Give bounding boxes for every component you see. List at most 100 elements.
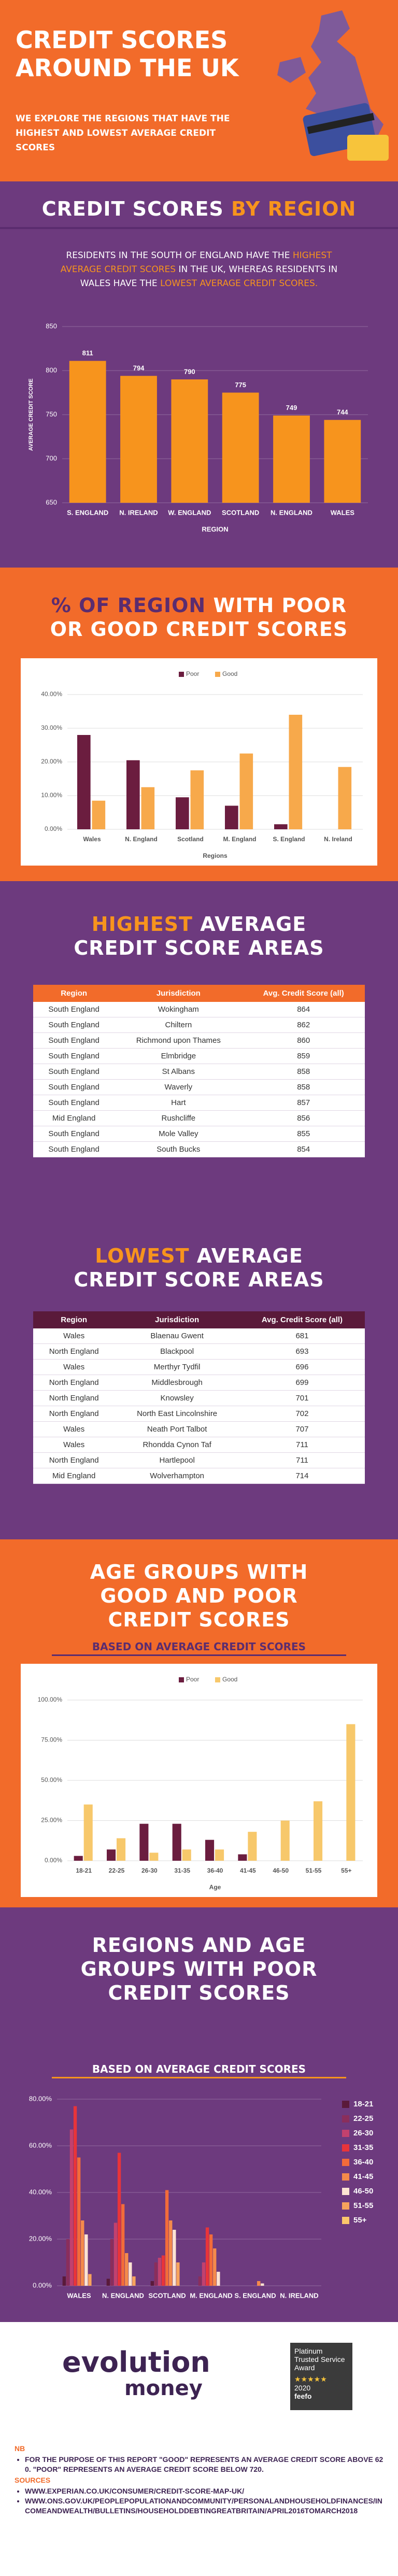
bar <box>158 2258 162 2286</box>
bar <box>289 715 303 829</box>
notes: NB FOR THE PURPOSE OF THIS REPORT "GOOD"… <box>15 2444 383 2517</box>
bar <box>110 2239 114 2286</box>
y-tick-label: 10.00% <box>41 791 62 799</box>
map-illustration <box>277 10 389 161</box>
bar <box>107 1849 116 1861</box>
column-header: Jurisdiction <box>155 1315 200 1324</box>
bar <box>176 797 189 829</box>
bar <box>198 2276 202 2286</box>
table-row: South England Richmond upon Thames 860 <box>33 1032 365 1049</box>
table-row: South England South Bucks 854 <box>33 1141 365 1157</box>
header: CREDIT SCORES AROUND THE UK WE EXPLORE T… <box>0 0 398 181</box>
table-cell: Elmbridge <box>115 1048 243 1064</box>
x-tick-label: 41-45 <box>240 1867 256 1874</box>
header-subtitle: WE EXPLORE THE REGIONS THAT HAVE THE HIG… <box>16 114 230 153</box>
table-cell: Wales <box>33 1359 115 1375</box>
bar <box>182 1849 191 1861</box>
bar <box>273 415 310 503</box>
table-cell: Hart <box>115 1095 243 1111</box>
table-cell: 707 <box>239 1421 365 1437</box>
bar <box>346 1724 356 1861</box>
table-cell: Mid England <box>33 1110 115 1126</box>
region-section: CREDIT SCORES BY REGION RESIDENTS IN THE… <box>0 181 398 568</box>
table-cell: Neath Port Talbot <box>115 1421 239 1437</box>
bar <box>139 1823 149 1861</box>
table-cell: 681 <box>239 1328 365 1344</box>
table-row: South England Wokingham 864 <box>33 1002 365 1017</box>
table-cell: Wales <box>33 1421 115 1437</box>
y-tick-label: 800 <box>46 366 57 374</box>
table-cell: North England <box>33 1375 115 1391</box>
legend-swatch <box>342 2188 349 2195</box>
bar <box>84 2234 88 2286</box>
y-tick-label: 650 <box>46 498 57 506</box>
table-cell: 864 <box>242 1002 365 1017</box>
x-tick-label: W. ENGLAND <box>168 508 211 516</box>
y-tick-label: 40.00% <box>29 2188 52 2196</box>
table-row: North England Middlesbrough 699 <box>33 1375 365 1391</box>
x-tick-label: M. ENGLAND <box>190 2291 232 2299</box>
wallet <box>347 135 389 161</box>
chart: 0.00% 10.00% 20.00% 30.00% 40.00% Wales N. Eng… <box>21 658 377 866</box>
y-tick-label: 80.00% <box>29 2094 52 2102</box>
table-cell: Blackpool <box>115 1343 239 1360</box>
table-cell: Chiltern <box>115 1017 243 1033</box>
legend-swatch <box>342 2217 349 2224</box>
y-tick-label: 20.00% <box>41 758 62 765</box>
table-cell: 699 <box>239 1375 365 1391</box>
text: RESIDENTS IN THE SOUTH OF ENGLAND HAVE T… <box>66 250 290 261</box>
divider <box>52 1654 346 1656</box>
legend-label: Good <box>222 670 237 677</box>
table-cell: 860 <box>242 1032 365 1049</box>
table-row: South England Mole Valley 855 <box>33 1126 365 1142</box>
badge: Platinum Trusted Service Award ★★★★★ 202… <box>290 2343 352 2410</box>
legend-label: 22-25 <box>353 2114 373 2123</box>
legend-swatch <box>179 1677 184 1682</box>
bar <box>150 2281 154 2286</box>
legend-swatch <box>179 672 184 677</box>
footer: evolution money Platinum Trusted Service… <box>0 2322 398 2576</box>
x-tick-label: S. England <box>273 836 305 843</box>
y-tick-label: 100.00% <box>38 1696 63 1703</box>
table-cell: South England <box>33 1141 115 1157</box>
title-line: CREDIT SCORES <box>16 26 228 54</box>
value-label: 790 <box>184 367 195 375</box>
badge-brand: feefo <box>294 2392 312 2400</box>
y-tick-label: 30.00% <box>41 724 62 731</box>
table-cell: 858 <box>242 1064 365 1080</box>
legend-label: 18-21 <box>353 2100 373 2108</box>
bar <box>261 2283 264 2286</box>
x-tick-label: M. England <box>223 836 257 843</box>
y-tick-label: 700 <box>46 454 57 462</box>
table-cell: South England <box>33 1064 115 1080</box>
x-tick-label: WALES <box>331 508 355 516</box>
ireland-map <box>277 57 306 83</box>
legend-label: 31-35 <box>353 2143 373 2152</box>
table-cell: Mole Valley <box>115 1126 243 1142</box>
bar <box>117 1838 126 1861</box>
y-tick-label: 50.00% <box>41 1776 62 1784</box>
legend-label: 55+ <box>353 2216 367 2225</box>
column-header: Avg. Credit Score (all) <box>261 1315 343 1324</box>
bar <box>161 2255 165 2286</box>
bar <box>117 2153 121 2286</box>
table-row: North England North East Lincolnshire 702 <box>33 1406 365 1422</box>
bar <box>205 2227 209 2286</box>
value-label: 749 <box>286 404 297 412</box>
bar <box>172 1823 181 1861</box>
title-line: AROUND THE UK <box>16 54 239 82</box>
heading-part: AVERAGE CREDIT SCORE AREAS <box>74 913 324 959</box>
nb-text: FOR THE PURPOSE OF THIS REPORT "GOOD" RE… <box>25 2455 383 2474</box>
table-cell: South England <box>33 1017 115 1033</box>
column-header: Region <box>61 1315 88 1324</box>
bar <box>77 735 91 829</box>
bar <box>215 1849 224 1861</box>
table-row: South England Elmbridge 859 <box>33 1048 365 1064</box>
legend-label: 51-55 <box>353 2201 373 2210</box>
table-cell: 859 <box>242 1048 365 1064</box>
highlight: HIGHEST AVERAGE CREDIT SCORES <box>60 250 332 275</box>
bar <box>225 805 238 829</box>
x-tick-label: 22-25 <box>109 1867 125 1874</box>
x-tick-label: N. IRELAND <box>280 2291 318 2299</box>
